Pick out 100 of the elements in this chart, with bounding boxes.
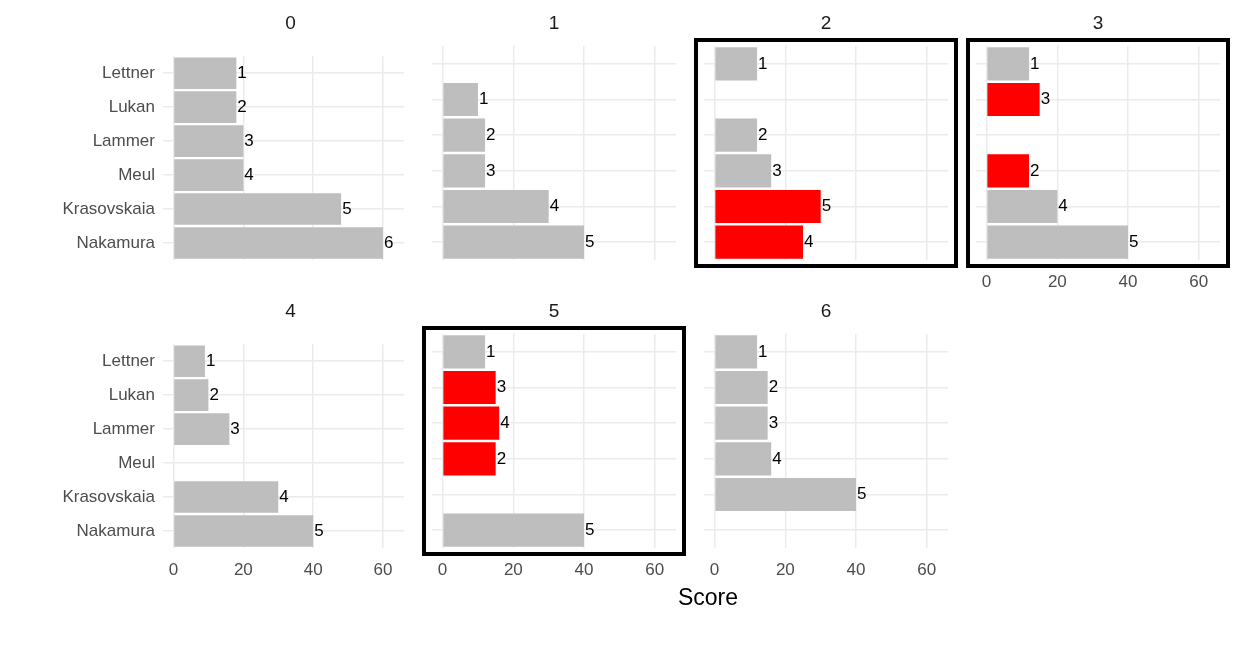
y-tick-label: Krasovskaia [62, 198, 156, 218]
annotation: 5 [314, 520, 324, 540]
bar [715, 225, 804, 259]
annotation: 1 [1030, 53, 1040, 73]
x-tick-label: 0 [981, 271, 992, 291]
annotation: 3 [772, 160, 782, 180]
annotation: 3 [244, 130, 254, 150]
y-tick-label: Meul [118, 452, 155, 472]
x-tick-label: 0 [709, 559, 720, 579]
annotation: 4 [804, 231, 814, 251]
annotation: 1 [486, 341, 496, 361]
annotation: 2 [486, 124, 496, 144]
chart-title: 3 [1091, 11, 1105, 35]
bar [443, 406, 500, 440]
bar [174, 159, 244, 191]
annotation: 3 [486, 160, 496, 180]
bar [715, 189, 821, 224]
annotation: 5 [585, 231, 595, 251]
bar [715, 370, 768, 405]
bar [443, 335, 486, 369]
annotation: 4 [500, 412, 510, 432]
annotation: 6 [384, 232, 394, 252]
annotation: 1 [205, 350, 216, 370]
y-tick-label: Lammer [92, 418, 156, 438]
annotation: 1 [758, 341, 768, 361]
x-tick-label: 0 [437, 559, 448, 579]
bar [174, 515, 314, 547]
x-tick-label: 60 [373, 559, 393, 579]
annotation: 1 [478, 89, 489, 109]
bar [174, 57, 237, 89]
annotation: 3 [768, 412, 779, 432]
annotation: 2 [768, 377, 779, 397]
x-tick-label: 0 [168, 559, 179, 579]
annotation: 2 [237, 96, 247, 116]
x-tick-label: 60 [645, 559, 665, 579]
annotation: 5 [1129, 231, 1139, 251]
annotation: 2 [209, 384, 219, 404]
bar [443, 82, 478, 117]
bar [987, 82, 1040, 117]
bar [174, 379, 209, 411]
bar [987, 47, 1030, 81]
bar [987, 189, 1058, 224]
bar [987, 154, 1030, 188]
x-tick-label: 20 [775, 559, 795, 579]
bar [443, 154, 486, 188]
x-tick-label: 40 [846, 559, 866, 579]
bar [715, 406, 768, 440]
bar [715, 47, 758, 81]
bar [443, 370, 496, 405]
x-tick-label: 20 [503, 559, 523, 579]
x-tick-label: 20 [1047, 271, 1067, 291]
bar [174, 91, 237, 123]
annotation: 1 [237, 62, 247, 82]
chart-title: 0 [284, 11, 297, 35]
annotation: 3 [230, 418, 240, 438]
bar [174, 481, 279, 513]
x-tick-label: 40 [1118, 271, 1138, 291]
y-tick-label: Nakamura [76, 232, 156, 252]
x-tick-label: 40 [303, 559, 323, 579]
bar [443, 225, 585, 259]
x-tick-label: 40 [574, 559, 594, 579]
bar [174, 227, 384, 259]
annotation: 5 [821, 196, 832, 216]
annotation: 4 [1058, 196, 1068, 216]
bar [715, 335, 758, 369]
chart-title: 4 [284, 299, 297, 323]
bar [443, 118, 486, 152]
y-tick-label: Lettner [102, 62, 156, 82]
annotation: 4 [244, 164, 254, 184]
bar [174, 345, 205, 377]
x-tick-label: 60 [1189, 271, 1209, 291]
annotation: 5 [585, 519, 595, 539]
annotation: 5 [857, 484, 867, 504]
y-tick-label: Lammer [92, 130, 156, 150]
y-tick-label: Lettner [102, 350, 156, 370]
bar [174, 125, 244, 157]
bar [987, 225, 1129, 259]
y-tick-label: Meul [118, 164, 155, 184]
annotation: 2 [758, 124, 768, 144]
bar [443, 442, 496, 476]
y-tick-label: Lukan [108, 96, 155, 116]
chart-title: 1 [547, 11, 561, 35]
x-axis-title: Score [676, 584, 740, 611]
annotation: 3 [496, 377, 507, 397]
annotation: 4 [549, 196, 560, 216]
annotation: 3 [1040, 89, 1051, 109]
annotation: 4 [772, 448, 782, 468]
y-tick-label: Lukan [108, 384, 155, 404]
y-tick-label: Krasovskaia [62, 486, 156, 506]
x-tick-label: 20 [233, 559, 253, 579]
y-tick-label: Nakamura [76, 520, 156, 540]
bar [174, 413, 230, 445]
annotation: 5 [342, 198, 352, 218]
chart-title: 6 [819, 299, 833, 323]
chart-title: 2 [819, 11, 833, 35]
annotation: 1 [758, 53, 768, 73]
bar [443, 513, 585, 547]
bar [174, 193, 342, 225]
chart-title: 5 [547, 299, 561, 323]
bar [715, 154, 772, 188]
